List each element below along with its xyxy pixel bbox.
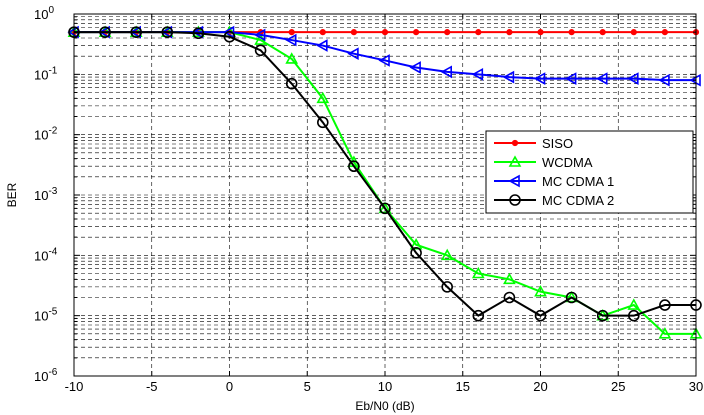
legend-swatch-marker (508, 174, 520, 188)
x-tick-label: 20 (533, 379, 547, 394)
data-point-mc-cdma-2 (223, 30, 236, 43)
data-point-siso (630, 29, 637, 36)
x-tick-label: 25 (611, 379, 625, 394)
data-point-mc-cdma-2 (441, 281, 454, 293)
x-tick-label: -10 (65, 379, 84, 394)
data-point-wcdma (503, 272, 516, 285)
legend-swatch-marker (511, 139, 519, 147)
data-point-mc-cdma-1 (533, 72, 546, 85)
legend-entry-siso: SISO (494, 136, 573, 151)
data-point-mc-cdma-1 (347, 47, 359, 61)
data-point-wcdma (565, 290, 578, 303)
data-point-mc-cdma-1 (502, 70, 515, 84)
data-point-siso (381, 29, 389, 36)
y-tick-label: 10-3 (34, 186, 58, 203)
data-point-wcdma (285, 52, 299, 64)
legend-swatch-marker (508, 155, 522, 167)
data-point-mc-cdma-2 (379, 202, 391, 215)
data-point-mc-cdma-1 (409, 61, 421, 74)
legend-label: MC CDMA 1 (542, 174, 614, 189)
data-point-siso (599, 29, 606, 36)
data-point-mc-cdma-2 (348, 160, 360, 173)
data-point-siso (568, 29, 575, 36)
data-point-mc-cdma-2 (596, 309, 609, 322)
data-point-mc-cdma-2 (161, 26, 174, 38)
y-axis-label: BER (5, 182, 19, 207)
data-point-mc-cdma-2 (659, 299, 671, 311)
data-point-siso (537, 29, 544, 36)
y-tick-label: 100 (34, 5, 54, 22)
data-point-mc-cdma-1 (596, 72, 608, 85)
data-point-siso (475, 29, 482, 36)
data-point-siso (319, 29, 326, 36)
legend-label: WCDMA (542, 155, 593, 170)
x-tick-label: 5 (304, 379, 311, 394)
legend-entry-wcdma: WCDMA (494, 155, 593, 170)
data-point-wcdma (471, 266, 485, 279)
data-point-mc-cdma-2 (627, 309, 640, 322)
x-axis-label: Eb/N0 (dB) (355, 399, 414, 413)
data-point-siso (288, 29, 295, 36)
y-tick-label: 10-1 (34, 65, 58, 82)
data-point-wcdma (658, 327, 672, 339)
data-point-siso (506, 29, 513, 36)
axis-ticks: -10 -5 0 5 10 15 20 25 30 100 10-1 10-2 10-3 10-4 10-5… (34, 5, 703, 394)
data-point-siso (444, 29, 451, 36)
y-tick-label: 10-4 (34, 246, 58, 263)
x-tick-label: 0 (226, 379, 233, 394)
data-point-mc-cdma-2 (565, 291, 578, 304)
data-point-mc-cdma-1 (440, 65, 453, 79)
data-point-wcdma (440, 248, 454, 261)
data-point-mc-cdma-2 (472, 309, 485, 322)
legend-swatch-marker (509, 194, 521, 206)
y-tick-label: 10-6 (34, 367, 58, 384)
data-point-mc-cdma-1 (191, 25, 204, 39)
x-tick-label: 30 (689, 379, 703, 394)
y-tick-label: 10-2 (34, 126, 58, 143)
data-point-mc-cdma-2 (192, 27, 205, 40)
x-tick-label: 15 (456, 379, 470, 394)
legend-label: SISO (542, 136, 573, 151)
data-point-siso (413, 29, 420, 36)
data-point-siso (661, 29, 669, 36)
data-point-mc-cdma-2 (254, 44, 267, 57)
data-point-mc-cdma-2 (534, 309, 547, 322)
legend-entry-mc-cdma-1: MC CDMA 1 (494, 174, 614, 189)
data-point-wcdma (627, 298, 641, 310)
x-tick-label: 10 (378, 379, 392, 394)
data-point-wcdma (378, 201, 392, 214)
data-point-siso (350, 29, 357, 36)
data-point-mc-cdma-1 (378, 54, 390, 67)
data-point-mc-cdma-1 (253, 28, 266, 42)
data-point-mc-cdma-1 (564, 72, 577, 85)
data-point-mc-cdma-2 (285, 77, 298, 90)
x-tick-label: -5 (146, 379, 158, 394)
legend-entry-mc-cdma-2: MC CDMA 2 (494, 193, 614, 208)
data-point-mc-cdma-1 (658, 73, 670, 87)
data-point-mc-cdma-1 (316, 39, 328, 52)
data-point-mc-cdma-2 (410, 247, 422, 259)
data-point-mc-cdma-1 (627, 72, 639, 85)
data-point-mc-cdma-1 (285, 33, 297, 47)
series-line-mc-cdma-2 (74, 31, 696, 317)
data-point-wcdma (534, 285, 547, 297)
legend: SISO WCDMA MC CDMA 1 MC CDMA 2 (485, 130, 694, 214)
legend-label: MC CDMA 2 (542, 193, 614, 208)
data-point-wcdma (409, 238, 423, 250)
data-point-mc-cdma-2 (99, 26, 111, 38)
data-point-mc-cdma-1 (222, 25, 235, 39)
data-point-mc-cdma-2 (130, 26, 142, 38)
data-point-mc-cdma-2 (503, 291, 516, 304)
data-point-mc-cdma-2 (316, 116, 329, 129)
data-point-wcdma (316, 91, 330, 104)
y-tick-label: 10-5 (34, 307, 58, 324)
data-point-mc-cdma-1 (471, 67, 484, 81)
